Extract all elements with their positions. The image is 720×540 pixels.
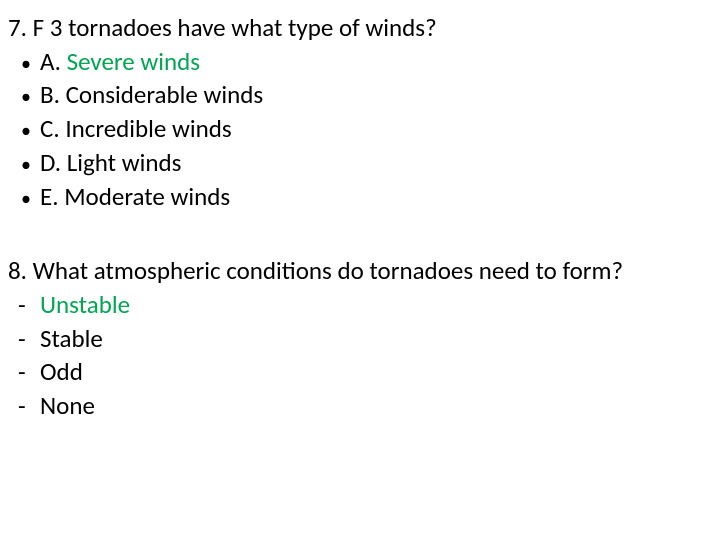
question-7: 7. F 3 tornadoes have what type of winds…: [8, 12, 720, 213]
dash-icon: -: [12, 355, 40, 389]
question-7-options: • A. Severe winds • B. Considerable wind…: [8, 45, 720, 214]
question-8: 8. What atmospheric conditions do tornad…: [8, 255, 720, 423]
question-8-number: 8.: [8, 255, 27, 286]
dash-icon: -: [12, 322, 40, 356]
option-label: B. Considerable winds: [40, 78, 263, 112]
dash-icon: -: [12, 288, 40, 322]
question-8-options: - Unstable - Stable - Odd - None: [8, 288, 720, 423]
bullet-icon: •: [12, 84, 40, 111]
option-item: • B. Considerable winds: [12, 78, 720, 112]
bullet-icon: •: [12, 152, 40, 179]
option-item: - Unstable: [12, 288, 720, 322]
option-label: Odd: [40, 355, 83, 389]
option-label: D. Light winds: [40, 146, 181, 180]
option-item: • E. Moderate winds: [12, 180, 720, 214]
option-item: • A. Severe winds: [12, 45, 720, 79]
bullet-icon: •: [12, 51, 40, 78]
dash-icon: -: [12, 389, 40, 423]
question-7-prompt: F 3 tornadoes have what type of winds?: [33, 12, 437, 43]
bullet-icon: •: [12, 186, 40, 213]
option-label: None: [40, 389, 95, 423]
option-label: A. Severe winds: [40, 45, 200, 79]
bullet-icon: •: [12, 118, 40, 145]
question-8-text: 8. What atmospheric conditions do tornad…: [8, 255, 720, 288]
option-label: E. Moderate winds: [40, 180, 230, 214]
option-item: - Stable: [12, 322, 720, 356]
question-7-text: 7. F 3 tornadoes have what type of winds…: [8, 12, 720, 45]
question-7-number: 7.: [8, 12, 27, 43]
option-item: • D. Light winds: [12, 146, 720, 180]
option-item: - Odd: [12, 355, 720, 389]
option-item: • C. Incredible winds: [12, 112, 720, 146]
question-8-prompt: What atmospheric conditions do tornadoes…: [33, 255, 623, 286]
option-label: Unstable: [40, 288, 130, 322]
option-label: C. Incredible winds: [40, 112, 232, 146]
option-label: Stable: [40, 322, 103, 356]
option-item: - None: [12, 389, 720, 423]
